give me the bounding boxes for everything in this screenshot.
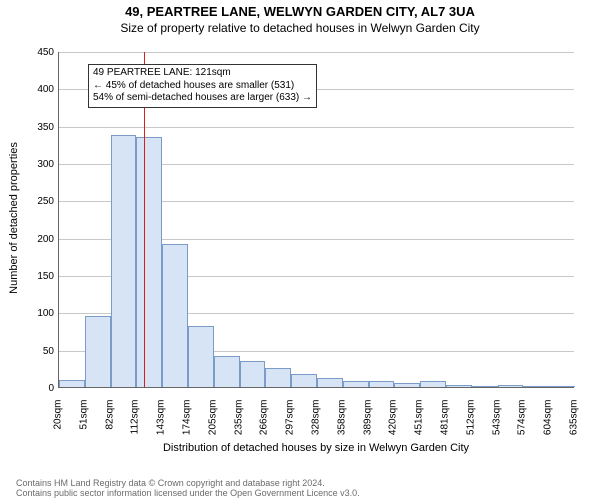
histogram-bar (85, 316, 111, 387)
histogram-bar (162, 244, 188, 387)
x-tick-label: 112sqm (130, 400, 141, 450)
chart-title-line1: 49, PEARTREE LANE, WELWYN GARDEN CITY, A… (0, 4, 600, 19)
x-tick-label: 420sqm (388, 400, 399, 450)
histogram-bar (214, 356, 240, 387)
histogram-bar (111, 135, 137, 387)
histogram-bar (59, 380, 85, 387)
x-tick-label: 389sqm (362, 400, 373, 450)
x-tick-label: 297sqm (285, 400, 296, 450)
x-tick-label: 143sqm (156, 400, 167, 450)
grid-line (59, 52, 574, 53)
histogram-bar (265, 368, 291, 387)
x-tick-label: 512sqm (465, 400, 476, 450)
histogram-bar (420, 381, 446, 387)
x-tick-label: 205sqm (207, 400, 218, 450)
y-tick-label: 0 (14, 383, 54, 394)
footer-line2: Contains public sector information licen… (16, 488, 360, 498)
x-tick-label: 481sqm (440, 400, 451, 450)
histogram-bar (369, 381, 395, 387)
histogram-bar (394, 383, 420, 387)
x-tick-label: 20sqm (53, 400, 64, 450)
grid-line (59, 127, 574, 128)
footer-line1: Contains HM Land Registry data © Crown c… (16, 478, 360, 488)
x-tick-label: 174sqm (182, 400, 193, 450)
y-tick-label: 100 (14, 308, 54, 319)
annotation-line: ← 45% of detached houses are smaller (53… (93, 80, 312, 93)
annotation-line: 49 PEARTREE LANE: 121sqm (93, 67, 312, 80)
histogram-bar (188, 326, 214, 387)
y-tick-label: 150 (14, 271, 54, 282)
x-tick-label: 574sqm (517, 400, 528, 450)
x-tick-label: 358sqm (336, 400, 347, 450)
footer-copyright: Contains HM Land Registry data © Crown c… (16, 478, 360, 498)
histogram-bar (549, 386, 575, 387)
x-tick-label: 543sqm (491, 400, 502, 450)
histogram-bar (240, 361, 266, 387)
histogram-bar (498, 385, 524, 387)
x-tick-label: 235sqm (233, 400, 244, 450)
y-tick-label: 250 (14, 196, 54, 207)
y-tick-label: 200 (14, 234, 54, 245)
y-tick-label: 50 (14, 346, 54, 357)
histogram-bar (136, 137, 162, 387)
x-tick-label: 266sqm (259, 400, 270, 450)
annotation-line: 54% of semi-detached houses are larger (… (93, 92, 312, 105)
y-tick-label: 400 (14, 84, 54, 95)
x-tick-label: 451sqm (414, 400, 425, 450)
x-tick-label: 328sqm (311, 400, 322, 450)
x-tick-label: 51sqm (78, 400, 89, 450)
x-tick-label: 604sqm (543, 400, 554, 450)
chart-title-line2: Size of property relative to detached ho… (0, 21, 600, 35)
histogram-bar (343, 381, 369, 387)
histogram-bar (523, 386, 549, 387)
histogram-bar (446, 385, 472, 387)
histogram-bar (317, 378, 343, 387)
histogram-bar (472, 386, 498, 387)
y-tick-label: 350 (14, 122, 54, 133)
histogram-bar (291, 374, 317, 387)
x-tick-label: 635sqm (569, 400, 580, 450)
y-axis-label: Number of detached properties (8, 118, 20, 318)
y-tick-label: 300 (14, 159, 54, 170)
annotation-box: 49 PEARTREE LANE: 121sqm← 45% of detache… (88, 64, 317, 108)
x-tick-label: 82sqm (104, 400, 115, 450)
y-tick-label: 450 (14, 47, 54, 58)
